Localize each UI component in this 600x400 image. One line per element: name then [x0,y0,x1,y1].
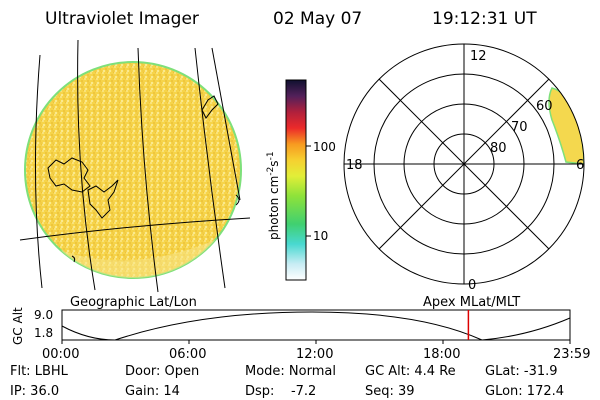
timeline-tick-0000: 00:00 [42,347,79,362]
timeline-frame [61,309,571,341]
gain-value: Gain: 14 [125,384,180,399]
altitude-curve [61,311,571,341]
colorbar-unit-label: photon cm-2s-1 [266,151,281,240]
coastline [47,95,240,263]
polar-plot: 12 18 6 0 60 70 80 [343,43,585,293]
mlt-label-6: 6 [576,158,584,173]
observation-date: 02 May 07 [273,9,362,29]
altitude-timeline: 9.0 1.8 GC Alt 00:00 06:00 12:00 18:00 2… [11,307,590,362]
glon-value: GLon: 172.4 [485,384,564,399]
mlat-label-70: 70 [511,120,528,135]
dsp-value: Dsp: -7.2 [245,384,316,399]
apex-label: Apex MLat/MLT [423,295,520,310]
colorbar-tick-100: 100 [313,140,336,154]
status-footer: Flt: LBHL IP: 36.0 Door: Open Gain: 14 M… [10,364,564,399]
timeline-y-bottom: 1.8 [34,326,53,340]
timeline-tick-0600: 06:00 [169,347,206,362]
graticule-lines [19,39,251,293]
uv-earth-image [19,39,251,293]
auroral-oval [548,87,584,165]
filter-value: Flt: LBHL [10,364,69,379]
geographic-label: Geographic Lat/Lon [70,295,197,310]
mode-value: Mode: Normal [245,364,336,379]
timeline-tick-1800: 18:00 [423,347,460,362]
color-scale [285,79,307,281]
instrument-title: Ultraviolet Imager [45,9,199,29]
door-value: Door: Open [125,364,199,379]
header: Ultraviolet Imager 02 May 07 19:12:31 UT [45,9,537,29]
timeline-tick-2359: 23:59 [553,347,590,362]
mlt-label-12: 12 [470,49,487,64]
timeline-tick-1200: 12:00 [296,347,333,362]
seq-value: Seq: 39 [365,384,415,399]
observation-time: 19:12:31 UT [432,9,537,29]
mlat-label-60: 60 [536,99,553,114]
glat-value: GLat: -31.9 [485,364,558,379]
color-bar: 100 10 photon cm-2s-1 [266,79,336,281]
ip-value: IP: 36.0 [10,384,59,399]
timeline-y-label: GC Alt [11,307,25,345]
mlt-label-0: 0 [468,278,476,293]
mlt-label-18: 18 [346,158,363,173]
gc-alt-value: GC Alt: 4.4 Re [365,364,456,379]
colorbar-tick-10: 10 [313,229,328,243]
mlat-label-80: 80 [490,141,507,156]
timeline-y-top: 9.0 [34,308,53,322]
